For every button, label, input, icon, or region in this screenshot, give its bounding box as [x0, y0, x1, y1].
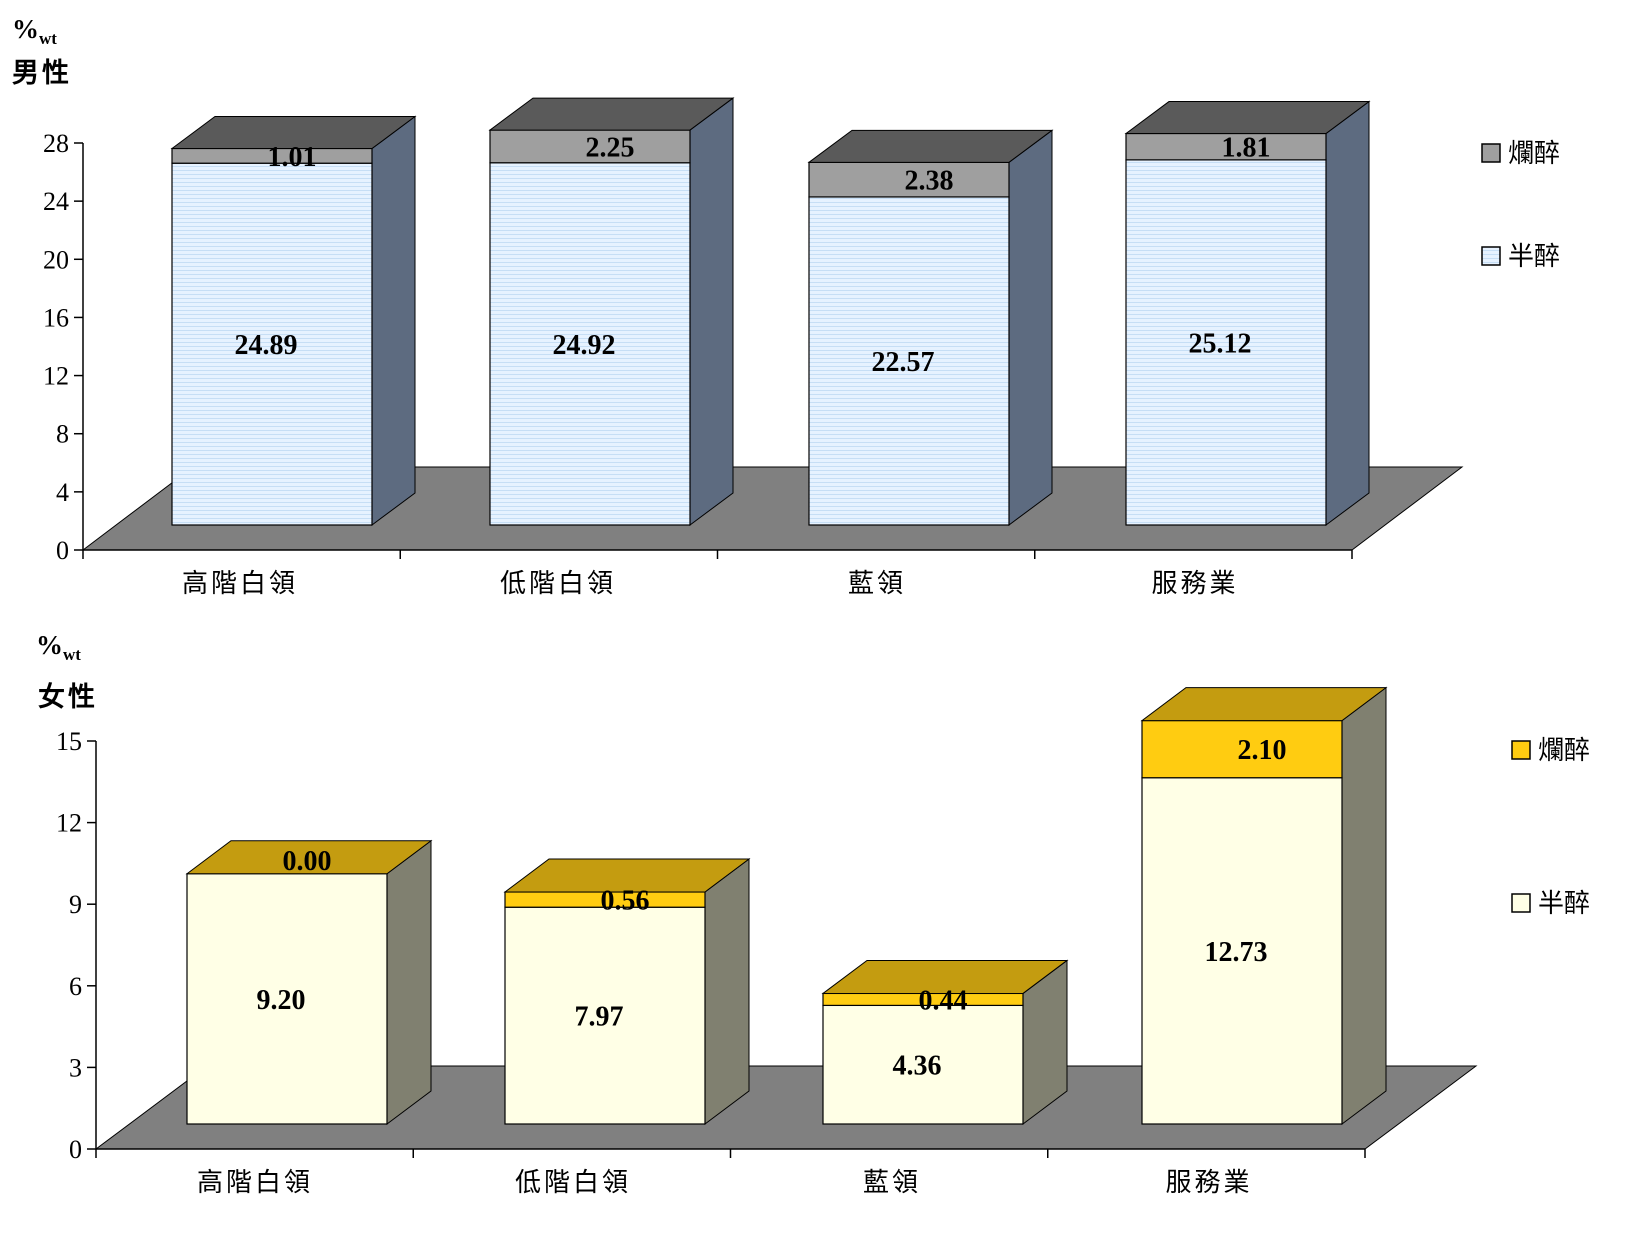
chart1-bar-爛醉: [489, 129, 691, 164]
chart2-bar-top: [185, 840, 433, 875]
chart1-category-label: 藍領: [848, 569, 906, 599]
chart1-bar-side: [1325, 100, 1370, 526]
chart2-y-tick-label: 3: [69, 1053, 82, 1082]
chart2-category-label: 服務業: [1165, 1168, 1252, 1198]
chart2-legend-swatch: [1511, 893, 1531, 913]
chart2-label-爛醉: 0.44: [919, 985, 968, 1016]
chart2-legend-label: 爛醉: [1538, 736, 1590, 766]
chart1-y-tick-label: 28: [43, 129, 69, 158]
chart1-label-爛醉: 1.01: [268, 142, 317, 173]
chart1-label-半醉: 22.57: [872, 347, 935, 378]
chart1-label-半醉: 24.89: [235, 330, 298, 361]
chart1-bar-半醉: [808, 196, 1010, 526]
chart2-label-爛醉: 2.10: [1238, 735, 1287, 766]
chart1-label-爛醉: 2.25: [586, 132, 635, 163]
chart1-y-tick-label: 12: [43, 362, 69, 391]
chart1-label-半醉: 24.92: [553, 330, 616, 361]
chart2-category-label: 低階白領: [515, 1168, 631, 1198]
chart1-label-爛醉: 2.38: [905, 166, 954, 197]
chart1-bar-半醉: [171, 162, 373, 526]
chart2-bar-top: [1140, 687, 1388, 722]
chart1-bar-top: [170, 116, 417, 150]
chart2-legend-swatch: [1511, 740, 1531, 760]
chart1-category-label: 服務業: [1151, 569, 1238, 599]
chart2-y-tick-label: 15: [56, 727, 82, 756]
chart2-y-tick-label: 6: [69, 972, 82, 1001]
chart2-y-tick-label: 12: [56, 809, 82, 838]
chart2-label-半醉: 12.73: [1205, 937, 1268, 968]
chart2-title: 女性: [38, 681, 98, 713]
chart2-y-tick-label: 9: [69, 890, 82, 919]
chart1-category-label: 低階白領: [500, 569, 616, 599]
chart1-y-tick-label: 16: [43, 303, 69, 332]
chart1-bar-side: [1008, 129, 1053, 526]
chart1-unit-label: %wt: [12, 14, 57, 48]
chart2-bar-半醉: [186, 873, 388, 1125]
chart2-y-tick-label: 0: [69, 1135, 82, 1164]
chart2-female-drinking: 0 3 6 9 12 15 9.20 0.00 高階白領 7.97 0.56 低階白領 4.36 0.44…: [56, 686, 1590, 1198]
chart2-category-label: 藍領: [863, 1168, 921, 1198]
chart2-label-半醉: 7.97: [575, 1002, 624, 1033]
chart2-category-label: 高階白領: [197, 1168, 313, 1198]
chart1-label-半醉: 25.12: [1189, 328, 1252, 359]
chart1-legend-label: 半醉: [1508, 242, 1560, 272]
chart2-label-爛醉: 0.00: [283, 846, 332, 877]
chart1-bar-top: [1124, 101, 1371, 135]
chart2-legend-label: 半醉: [1538, 889, 1590, 919]
chart1-bar-side: [371, 115, 416, 526]
chart1-y-tick-label: 0: [56, 536, 69, 565]
chart2-bar-side: [1341, 686, 1387, 1125]
chart1-bar-半醉: [1125, 159, 1327, 526]
chart1-legend-swatch: [1481, 246, 1501, 266]
chart1-y-tick-label: 20: [43, 245, 69, 274]
chart2-unit-label: %wt: [36, 630, 81, 664]
chart1-y-tick-label: 24: [43, 187, 69, 216]
chart1-male-drinking: 0 4 8 12 16 20 24 28 24.89 1.01 高階白領 24.92 2.25 低階白領 2…: [43, 97, 1560, 599]
chart2-bar-side: [704, 857, 750, 1125]
chart1-bar-爛醉: [1125, 132, 1327, 161]
chart1-bar-side: [689, 97, 734, 526]
chart2-label-半醉: 9.20: [257, 985, 306, 1016]
chart2-bar-半醉: [504, 906, 706, 1125]
chart2-label-半醉: 4.36: [893, 1051, 942, 1082]
chart2-bar-side: [386, 839, 432, 1125]
chart2-bar-半醉: [822, 1004, 1024, 1125]
chart1-bar-top: [488, 97, 735, 131]
chart1-legend-swatch: [1481, 143, 1501, 163]
chart1-title: 男性: [12, 58, 72, 89]
chart1-bar-top: [807, 129, 1054, 163]
chart1-category-label: 高階白領: [182, 569, 298, 599]
chart2-bar-半醉: [1141, 777, 1343, 1125]
chart1-legend-label: 爛醉: [1508, 139, 1560, 169]
chart1-y-tick-label: 8: [56, 420, 69, 449]
chart2-bar-top: [503, 858, 751, 893]
chart2-label-爛醉: 0.56: [601, 886, 650, 917]
chart1-bar-爛醉: [808, 161, 1010, 198]
chart1-y-tick-label: 4: [56, 478, 69, 507]
chart2-bar-top: [821, 959, 1069, 994]
chart1-bar-半醉: [489, 162, 691, 526]
chart2-bar-爛醉: [1141, 720, 1343, 779]
chart1-label-爛醉: 1.81: [1222, 133, 1271, 164]
